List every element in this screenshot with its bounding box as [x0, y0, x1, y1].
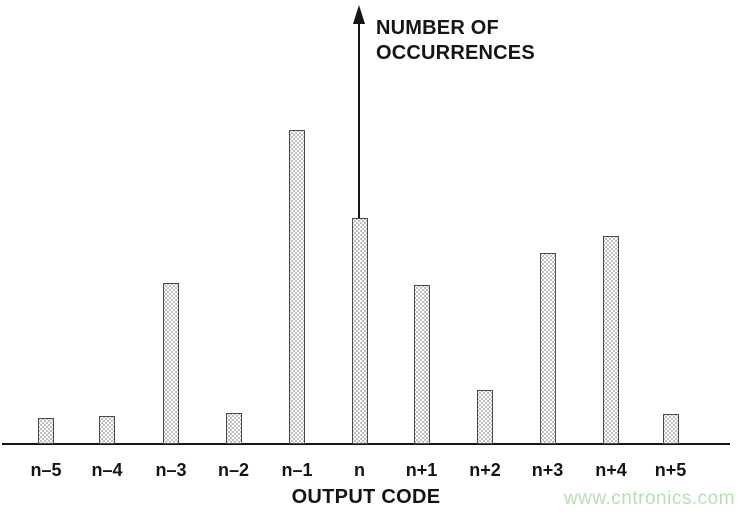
- watermark: www.cntronics.com: [563, 488, 735, 509]
- tick-label-n+4: n+4: [595, 460, 627, 480]
- tick-label-n–5: n–5: [30, 460, 62, 480]
- y-axis-arrowhead-icon: [353, 5, 365, 24]
- bar-n–3: [163, 283, 179, 444]
- tick-label-n+5: n+5: [654, 460, 687, 480]
- tick-label-n+3: n+3: [531, 460, 564, 480]
- bar-n+5: [662, 414, 679, 444]
- bar-n+3: [539, 253, 556, 444]
- tick-label-n+1: n+1: [405, 460, 438, 480]
- y-axis-title-line2: OCCURRENCES: [376, 42, 535, 64]
- bar-n–4: [99, 416, 115, 444]
- tick-label-n–2: n–2: [217, 460, 250, 480]
- tick-label-n: n: [354, 460, 365, 480]
- x-axis-title: OUTPUT CODE: [291, 486, 441, 508]
- tick-label-n–4: n–4: [91, 460, 123, 480]
- tick-label-n–3: n–3: [155, 460, 187, 480]
- y-axis-title-line1: NUMBER OF: [376, 17, 499, 39]
- bar-n–5: [38, 418, 54, 444]
- bar-n–1: [289, 130, 305, 444]
- bar-n+2: [477, 390, 493, 444]
- bar-n–2: [225, 413, 242, 444]
- tick-label-n+2: n+2: [469, 460, 501, 480]
- bar-n+4: [603, 236, 619, 444]
- x-axis: [2, 443, 730, 445]
- bar-n+1: [413, 285, 430, 444]
- y-axis-title: NUMBER OF OCCURRENCES: [376, 16, 535, 66]
- tick-label-n–1: n–1: [281, 460, 313, 480]
- bar-n: [351, 218, 368, 444]
